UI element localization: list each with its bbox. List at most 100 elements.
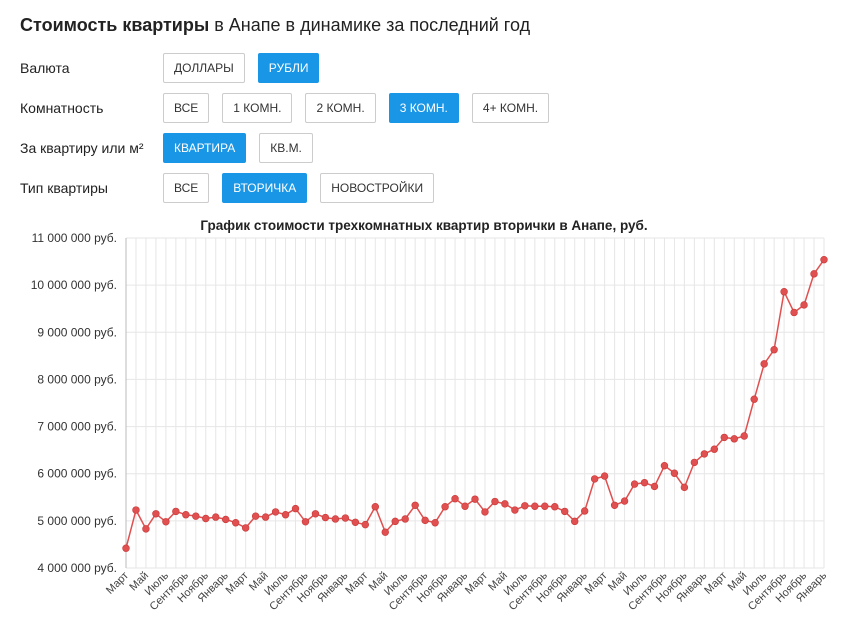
data-point[interactable]	[431, 519, 439, 527]
data-point[interactable]	[241, 524, 250, 532]
data-point[interactable]	[192, 512, 200, 520]
data-point[interactable]	[341, 514, 350, 522]
data-point[interactable]	[571, 517, 579, 526]
x-tick-label: Март	[583, 570, 610, 597]
currency-rubles-button[interactable]: РУБЛИ	[257, 53, 320, 83]
data-point[interactable]	[261, 513, 270, 521]
type-filter: Тип квартиры ВСЕ ВТОРИЧКА НОВОСТРОЙКИ	[20, 173, 447, 203]
rooms-4plus-button[interactable]: 4+ КОМН.	[471, 93, 550, 123]
page-title: Стоимость квартиры в Анапе в динамике за…	[20, 15, 531, 35]
data-point[interactable]	[790, 308, 798, 317]
data-point[interactable]	[301, 518, 310, 526]
chart-title: График стоимости трехкомнатных квартир в…	[200, 218, 647, 233]
y-axis: 4 000 000 руб. 5 000 000 руб. 6 000 000 ру…	[31, 231, 117, 575]
data-point[interactable]	[451, 495, 459, 503]
data-point[interactable]	[580, 507, 589, 515]
data-point[interactable]	[142, 525, 150, 533]
plot-area	[122, 255, 828, 552]
data-point[interactable]	[650, 482, 659, 491]
data-point[interactable]	[331, 515, 340, 523]
data-point[interactable]	[212, 513, 220, 521]
data-point[interactable]	[640, 478, 649, 487]
rooms-2-button[interactable]: 2 КОМН.	[305, 93, 376, 123]
data-point[interactable]	[680, 483, 689, 492]
type-all-button[interactable]: ВСЕ	[163, 173, 210, 203]
data-point[interactable]	[590, 475, 599, 483]
data-point[interactable]	[441, 503, 449, 511]
y-tick-label: 10 000 000 руб.	[31, 278, 117, 292]
data-point[interactable]	[800, 301, 808, 309]
rooms-filter: Комнатность ВСЕ 1 КОМН. 2 КОМН. 3 КОМН. …	[20, 93, 562, 123]
data-point[interactable]	[311, 510, 320, 518]
data-point[interactable]	[491, 497, 499, 506]
data-point[interactable]	[620, 497, 629, 505]
data-point[interactable]	[152, 510, 160, 518]
rooms-1-button[interactable]: 1 КОМН.	[222, 93, 293, 123]
unit-filter: За квартиру или м² КВАРТИРА КВ.М.	[20, 133, 326, 163]
data-point[interactable]	[251, 512, 260, 520]
data-point[interactable]	[690, 458, 699, 467]
data-point[interactable]	[541, 502, 549, 510]
data-point[interactable]	[760, 360, 768, 368]
type-new-button[interactable]: НОВОСТРОЙКИ	[320, 173, 435, 203]
y-tick-label: 4 000 000 руб.	[37, 561, 117, 575]
data-point[interactable]	[670, 469, 679, 477]
data-point[interactable]	[561, 507, 569, 516]
data-point[interactable]	[361, 520, 370, 529]
data-point[interactable]	[122, 544, 130, 552]
data-point[interactable]	[371, 503, 379, 511]
unit-sqm-button[interactable]: КВ.М.	[259, 133, 313, 163]
x-tick-label: Март	[463, 570, 490, 597]
data-point[interactable]	[521, 502, 529, 510]
y-tick-label: 7 000 000 руб.	[37, 420, 117, 434]
filter-label: Комнатность	[20, 100, 104, 116]
unit-apartment-button[interactable]: КВАРТИРА	[163, 133, 247, 163]
data-point[interactable]	[182, 511, 190, 519]
y-tick-label: 5 000 000 руб.	[37, 514, 117, 528]
rooms-3-button[interactable]: 3 КОМН.	[388, 93, 459, 123]
y-tick-label: 6 000 000 руб.	[37, 467, 117, 481]
data-point[interactable]	[531, 502, 539, 510]
data-point[interactable]	[511, 506, 519, 514]
data-point[interactable]	[740, 432, 748, 440]
data-point[interactable]	[222, 515, 230, 524]
data-point[interactable]	[461, 502, 469, 510]
data-point[interactable]	[401, 515, 409, 523]
y-tick-label: 11 000 000 руб.	[32, 231, 117, 245]
data-point[interactable]	[720, 433, 728, 442]
data-point[interactable]	[291, 504, 300, 513]
data-point[interactable]	[271, 508, 280, 516]
data-point[interactable]	[630, 480, 639, 488]
data-point[interactable]	[770, 346, 778, 354]
type-secondary-button[interactable]: ВТОРИЧКА	[222, 173, 308, 203]
data-point[interactable]	[351, 518, 360, 526]
data-point[interactable]	[471, 495, 479, 503]
data-point[interactable]	[172, 507, 180, 516]
data-point[interactable]	[660, 462, 669, 470]
data-point[interactable]	[381, 528, 389, 536]
data-point[interactable]	[321, 513, 330, 522]
data-point[interactable]	[421, 516, 429, 525]
data-point[interactable]	[132, 506, 140, 514]
x-tick-label: Март	[224, 570, 251, 597]
data-point[interactable]	[780, 288, 788, 296]
data-point[interactable]	[610, 501, 619, 509]
data-point[interactable]	[391, 517, 399, 526]
data-point[interactable]	[600, 472, 609, 480]
data-point[interactable]	[281, 511, 290, 519]
data-point[interactable]	[750, 395, 758, 403]
data-point[interactable]	[411, 501, 419, 509]
data-point[interactable]	[162, 518, 170, 526]
rooms-all-button[interactable]: ВСЕ	[163, 93, 210, 123]
data-point[interactable]	[501, 500, 509, 508]
data-point[interactable]	[551, 503, 559, 511]
data-point[interactable]	[481, 508, 489, 516]
data-point[interactable]	[810, 270, 818, 278]
currency-dollars-button[interactable]: ДОЛЛАРЫ	[163, 53, 245, 83]
data-point[interactable]	[710, 445, 719, 453]
data-point[interactable]	[202, 514, 210, 523]
data-point[interactable]	[231, 519, 240, 527]
data-point[interactable]	[730, 435, 738, 443]
data-point[interactable]	[820, 255, 828, 264]
data-point[interactable]	[700, 450, 709, 458]
